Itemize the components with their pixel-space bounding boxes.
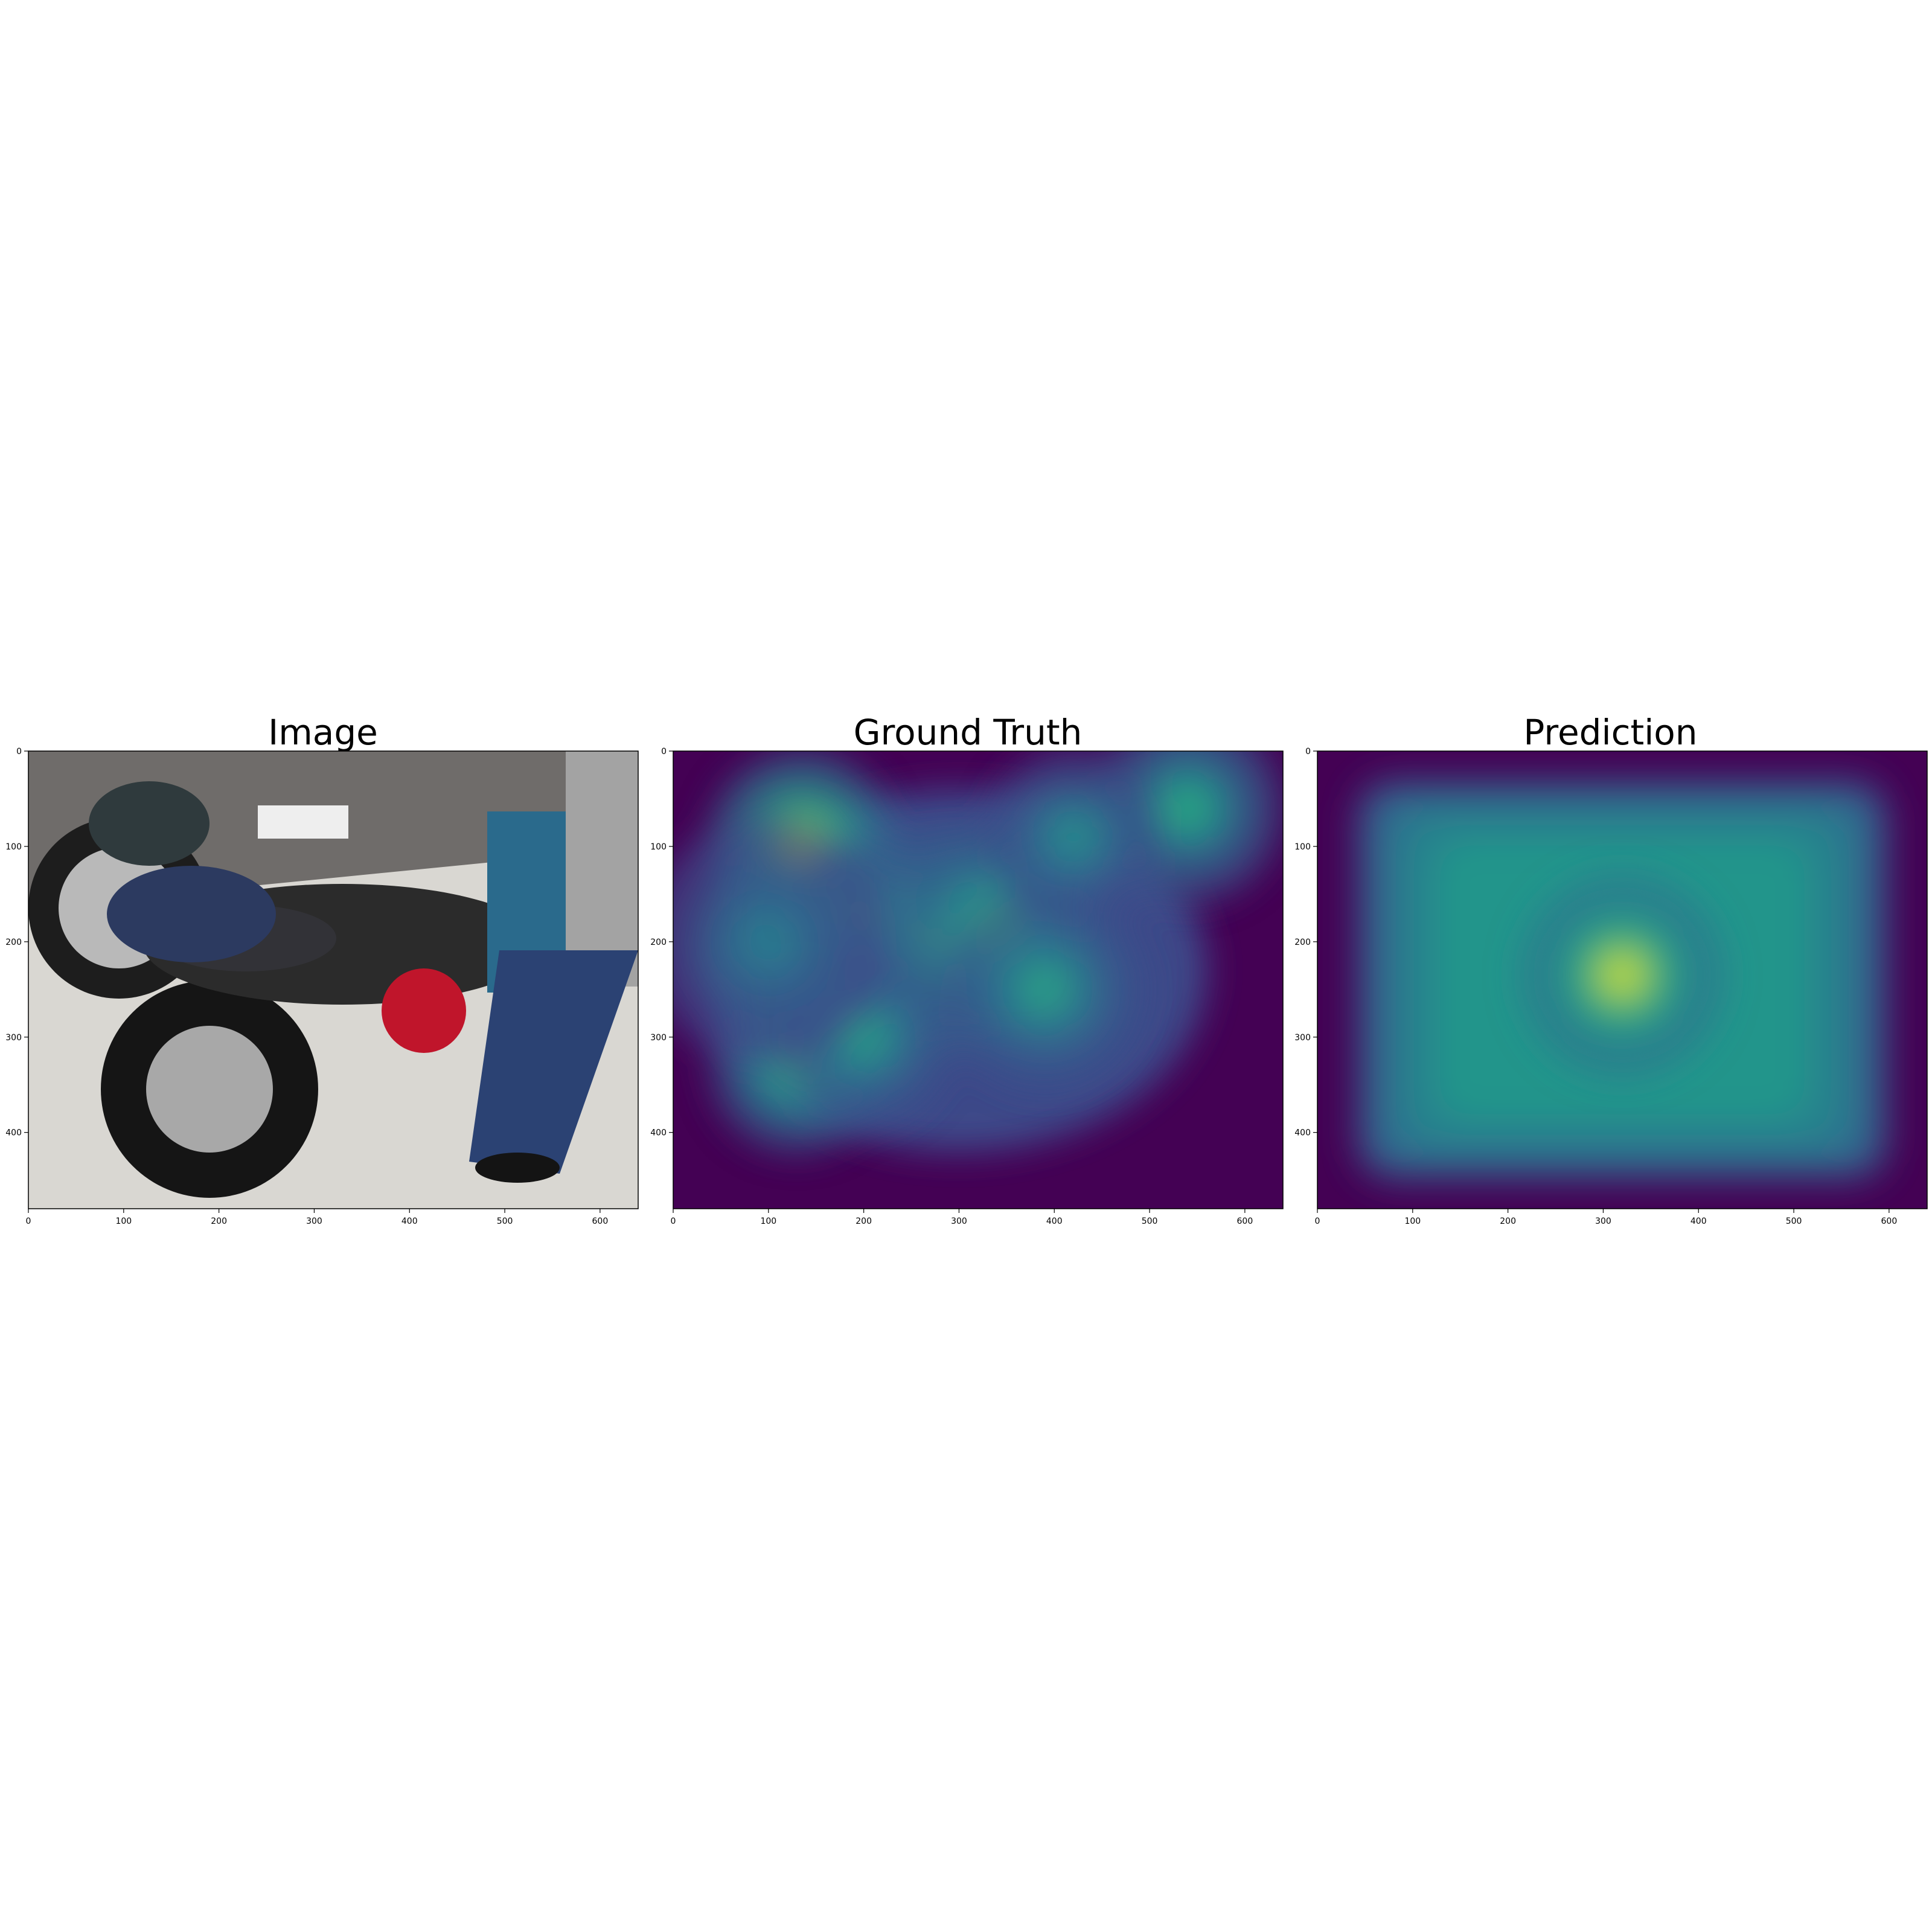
x-tick-label: 400: [401, 1217, 418, 1226]
heatmap: [1317, 751, 1927, 1209]
shoe: [475, 1153, 560, 1183]
x-tick-label: 200: [1500, 1217, 1516, 1226]
hotspot: [1025, 970, 1064, 1009]
y-tick-label: 100: [5, 842, 22, 852]
x-tick-label: 200: [856, 1217, 872, 1226]
person-gray-shirt: [566, 751, 638, 987]
x-tick-label: 500: [497, 1217, 513, 1226]
x-tick-label: 100: [1404, 1217, 1421, 1226]
y-tick-label: 300: [650, 1033, 667, 1043]
prediction-axes: 0 100 200 300 400 500 600 0 100 200 300 400: [1294, 747, 1928, 1226]
motorcycle-photo: [28, 751, 638, 1209]
heatmap: [673, 751, 1283, 1209]
y-tick-label: 400: [650, 1128, 667, 1138]
jeans: [469, 950, 638, 1174]
x-tick-label: 400: [1690, 1217, 1707, 1226]
x-tick-label: 0: [26, 1217, 31, 1226]
y-tick-label: 200: [650, 938, 667, 947]
hotspot-layer: [1523, 875, 1722, 1075]
y-tick-label: 300: [5, 1033, 22, 1043]
panel-prediction: Prediction 0 100 200 300 400 500 600 0 100 200 300…: [1289, 712, 1932, 1232]
axes-frame: [673, 750, 1284, 1209]
axis-group: 0 100 200 300 400 500 600 0 100 200 300 400: [5, 747, 639, 1226]
image-axes: 0 100 200 300 400 500 600 0 100 200 300 400: [5, 747, 639, 1226]
panel-title: Image: [268, 712, 378, 753]
hotspot-layer: [673, 751, 1282, 1153]
y-tick-label: 0: [661, 747, 667, 756]
y-tick-label: 200: [1294, 938, 1311, 947]
x-tick-label: 500: [1142, 1217, 1158, 1226]
x-tick-label: 300: [951, 1217, 967, 1226]
blue-bag: [107, 866, 276, 962]
panel-title: Ground Truth: [853, 712, 1083, 753]
panel-image: Image 0 100 200 300 400 500 600 0 100 200 300 400: [0, 712, 646, 1232]
panel-title: Prediction: [1523, 712, 1698, 753]
hotspot: [1603, 956, 1642, 994]
x-tick-label: 300: [1595, 1217, 1611, 1226]
x-tick-label: 200: [211, 1217, 227, 1226]
x-tick-label: 600: [1237, 1217, 1253, 1226]
hotspot: [1057, 820, 1090, 854]
axes-frame: [1317, 750, 1928, 1209]
y-tick-label: 100: [650, 842, 667, 852]
x-tick-label: 100: [760, 1217, 776, 1226]
y-tick-label: 400: [5, 1128, 22, 1138]
y-tick-label: 0: [1305, 747, 1311, 756]
x-tick-label: 0: [671, 1217, 676, 1226]
red-engine: [382, 968, 466, 1053]
honda-tank: [258, 805, 348, 839]
x-tick-label: 600: [592, 1217, 609, 1226]
y-tick-label: 300: [1294, 1033, 1311, 1043]
y-tick-label: 200: [5, 938, 22, 947]
x-tick-label: 0: [1315, 1217, 1320, 1226]
axis-group: 0 100 200 300 400 500 600 0 100 200 300 400: [650, 747, 1284, 1226]
hotspot: [744, 918, 793, 966]
helmet-bag: [89, 781, 210, 866]
x-tick-label: 600: [1881, 1217, 1898, 1226]
axis-group: 0 100 200 300 400 500 600 0 100 200 300 400: [1294, 747, 1928, 1226]
x-tick-label: 100: [115, 1217, 132, 1226]
y-tick-label: 100: [1294, 842, 1311, 852]
axes-frame: [28, 750, 639, 1209]
x-tick-label: 500: [1786, 1217, 1802, 1226]
hotspot: [1169, 790, 1206, 827]
ground-truth-axes: 0 100 200 300 400 500 600 0 100 200 300 400: [650, 747, 1284, 1226]
x-tick-label: 400: [1046, 1217, 1063, 1226]
rear-rim: [146, 1026, 273, 1153]
panel-ground-truth: Ground Truth 0 100 200 300 400 500 600 0 100 200 3…: [645, 712, 1291, 1232]
y-tick-label: 0: [16, 747, 22, 756]
x-tick-label: 300: [306, 1217, 322, 1226]
y-tick-label: 400: [1294, 1128, 1311, 1138]
